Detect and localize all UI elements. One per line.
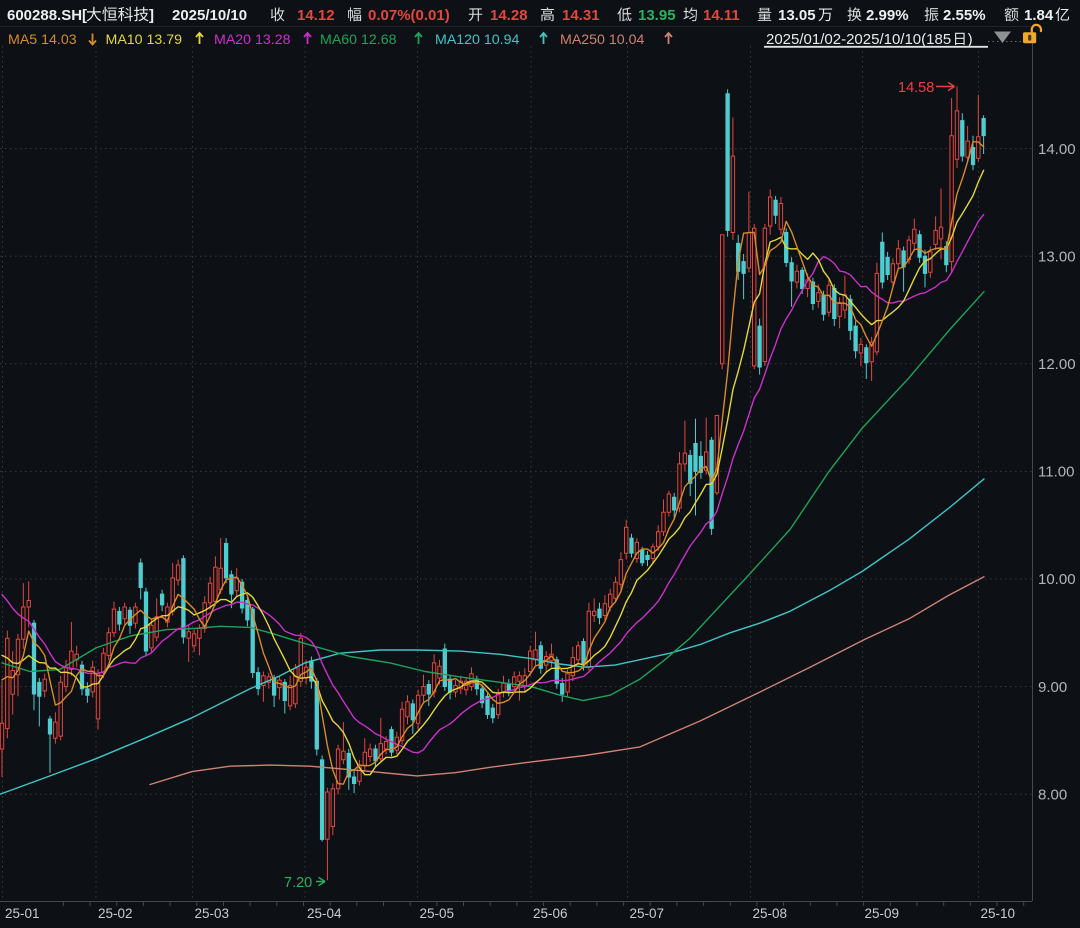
svg-text:25-01: 25-01 xyxy=(5,906,40,921)
svg-text:25-09: 25-09 xyxy=(865,906,900,921)
svg-text:12.00: 12.00 xyxy=(1038,356,1076,373)
svg-text:25-08: 25-08 xyxy=(753,906,788,921)
svg-text:MA120 10.94: MA120 10.94 xyxy=(435,32,520,48)
svg-text:7.20: 7.20 xyxy=(284,875,312,891)
svg-text:MA250 10.04: MA250 10.04 xyxy=(560,32,645,48)
svg-text:25-06: 25-06 xyxy=(533,906,568,921)
svg-text:25-07: 25-07 xyxy=(630,906,665,921)
svg-text:]: ] xyxy=(149,7,154,24)
svg-text:2025/10/10: 2025/10/10 xyxy=(172,7,247,24)
svg-text:9.00: 9.00 xyxy=(1038,679,1067,696)
svg-text:25-10: 25-10 xyxy=(981,906,1016,921)
svg-text:14.11: 14.11 xyxy=(703,7,740,24)
svg-text:14.28: 14.28 xyxy=(490,7,528,24)
svg-text:25-04: 25-04 xyxy=(307,906,342,921)
svg-text:8.00: 8.00 xyxy=(1038,786,1067,803)
svg-text:11.00: 11.00 xyxy=(1038,464,1074,481)
svg-text:2.55%: 2.55% xyxy=(943,7,986,24)
svg-text:2.99%: 2.99% xyxy=(866,7,909,24)
svg-text:14.12: 14.12 xyxy=(297,7,335,24)
svg-text:13.95: 13.95 xyxy=(638,7,676,24)
svg-text:25-03: 25-03 xyxy=(195,906,230,921)
svg-text:13.05: 13.05 xyxy=(778,7,816,24)
svg-text:MA5 14.03: MA5 14.03 xyxy=(8,32,77,48)
svg-text:25-02: 25-02 xyxy=(98,906,133,921)
svg-text:14.58: 14.58 xyxy=(898,80,934,96)
svg-text:600288.SH[: 600288.SH[ xyxy=(7,7,87,24)
svg-text:): ) xyxy=(968,31,973,48)
svg-text:MA20 13.28: MA20 13.28 xyxy=(214,32,291,48)
svg-text:2025/01/02-2025/10/10(185: 2025/01/02-2025/10/10(185 xyxy=(766,31,951,48)
svg-text:13.00: 13.00 xyxy=(1038,248,1076,265)
svg-text:14.00: 14.00 xyxy=(1038,141,1076,158)
svg-text:25-05: 25-05 xyxy=(420,906,455,921)
svg-text:1.84: 1.84 xyxy=(1024,7,1054,24)
svg-text:10.00: 10.00 xyxy=(1038,571,1076,588)
svg-text:0.07%(0.01): 0.07%(0.01) xyxy=(368,7,450,24)
svg-text:MA60 12.68: MA60 12.68 xyxy=(320,32,397,48)
svg-text:MA10 13.79: MA10 13.79 xyxy=(106,32,183,48)
svg-text:14.31: 14.31 xyxy=(562,7,600,24)
